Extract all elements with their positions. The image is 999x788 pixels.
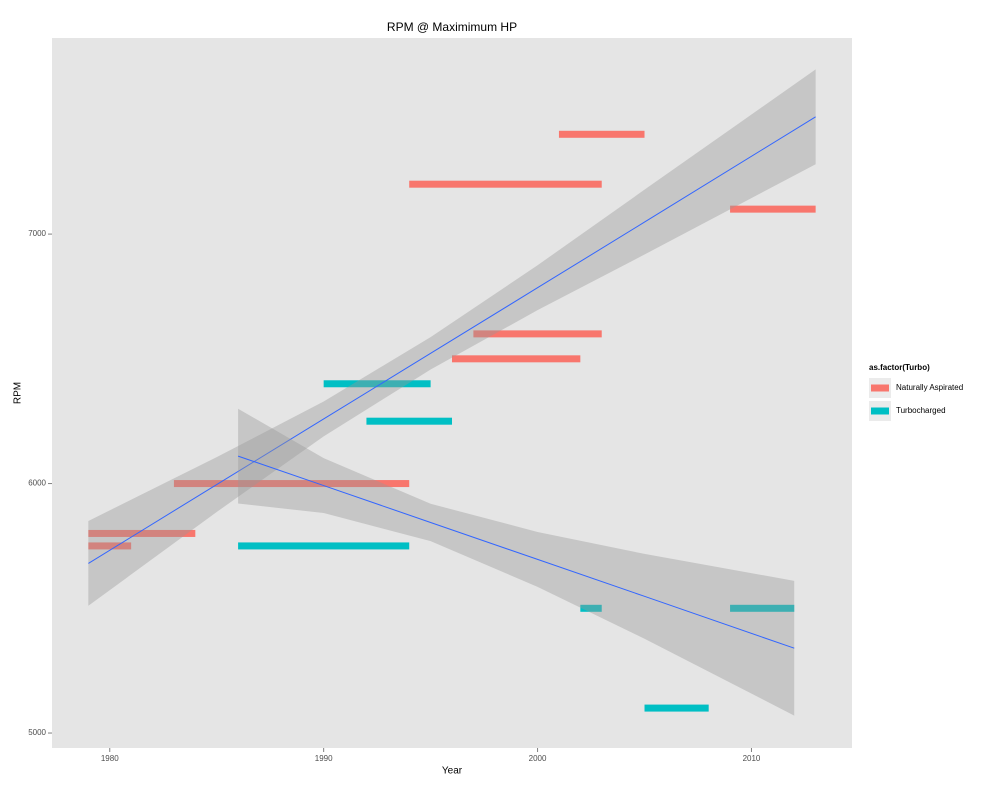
segment <box>452 355 581 363</box>
y-axis-label: RPM <box>13 382 24 404</box>
x-tick-label: 2010 <box>743 754 761 763</box>
segment <box>644 704 709 712</box>
x-tick-label: 1990 <box>315 754 333 763</box>
legend-key <box>871 384 889 392</box>
segment <box>730 205 816 213</box>
segment <box>88 529 196 537</box>
confidence-band <box>88 69 816 606</box>
y-tick-label: 5000 <box>28 728 46 737</box>
chart-title: RPM @ Maximimum HP <box>387 20 517 34</box>
segment <box>323 380 431 388</box>
legend-label: Naturally Aspirated <box>896 383 963 392</box>
y-tick-label: 6000 <box>28 479 46 488</box>
segment <box>88 542 132 550</box>
x-tick-label: 1980 <box>101 754 119 763</box>
segment <box>473 330 602 338</box>
legend-key <box>871 407 889 415</box>
x-tick-label: 2000 <box>529 754 547 763</box>
confidence-band <box>238 408 795 716</box>
segment <box>173 480 410 488</box>
segment <box>366 417 452 425</box>
legend-title: as.factor(Turbo) <box>869 363 930 372</box>
fit-line <box>237 455 795 649</box>
segment <box>238 542 410 550</box>
segment <box>558 130 645 138</box>
x-axis-label: Year <box>442 766 463 777</box>
y-tick-label: 7000 <box>28 229 46 238</box>
legend-label: Turbocharged <box>896 406 946 415</box>
segment <box>730 604 795 612</box>
plot-panel <box>52 38 852 748</box>
fit-line <box>88 116 816 564</box>
segment <box>580 604 602 612</box>
segment <box>409 180 602 188</box>
